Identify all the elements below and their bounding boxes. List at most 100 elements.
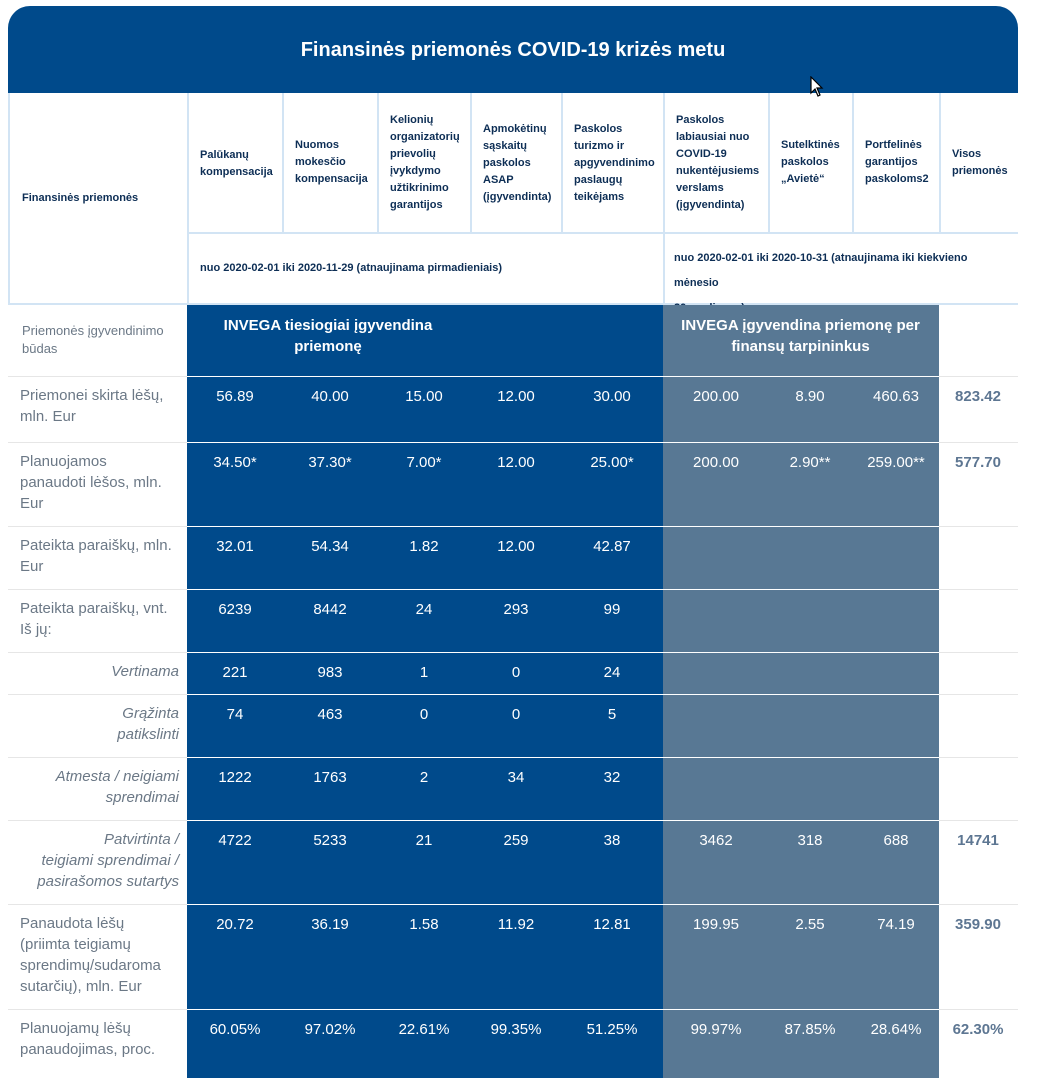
header-divider [939, 93, 941, 232]
row-label: Atmesta / neigiami sprendimai [55, 768, 179, 806]
table-cell: 200.00 [693, 388, 739, 405]
intermediaries-block-title: INVEGA įgyvendina priemonę per finansų ta… [681, 317, 920, 355]
header-divider [852, 93, 854, 232]
row-separator [187, 526, 939, 527]
header-col-6: Paskolos labiausiai nuo COVID-19 nukentėjus… [676, 114, 760, 211]
row-separator [187, 589, 939, 590]
total-cell: 823.42 [955, 388, 1001, 405]
total-cell: 14741 [957, 832, 999, 849]
table-cell: 318 [797, 832, 823, 849]
header-divider [663, 93, 665, 305]
table-cell: 34 [507, 769, 525, 786]
table-cell: 56.89 [216, 388, 254, 405]
table-cell: 1.82 [409, 538, 439, 555]
table-cell: 5 [607, 706, 617, 723]
table-cell: 37.30* [308, 454, 352, 471]
header-divider [187, 232, 1018, 234]
table-cell: 38 [603, 832, 621, 849]
table-cell: 12.00 [497, 388, 535, 405]
table-cell: 51.25% [586, 1021, 638, 1038]
table-cell: 1763 [313, 769, 347, 786]
total-cell: 62.30% [952, 1021, 1004, 1038]
title-bar [8, 6, 1018, 93]
table-cell: 11.92 [497, 916, 535, 933]
header-divider [768, 93, 770, 232]
header-divider [8, 303, 1018, 305]
row-label: Pateikta paraiškų, mln. Eur [20, 537, 172, 575]
table-cell: 97.02% [304, 1021, 356, 1038]
table-cell: 0 [511, 664, 521, 681]
table-cell: 30.00 [593, 388, 631, 405]
header-col-1: Palūkanų kompensacija [200, 149, 273, 178]
table-cell: 25.00* [590, 454, 634, 471]
row-label: Panaudota lėšų (priimta teigiamų sprendimų… [20, 915, 161, 995]
header-divider [282, 93, 284, 232]
header-col-4: Apmokėtinų sąskaitų paskolos ASAP (įgyvendin… [483, 123, 552, 203]
table-cell: 36.19 [311, 916, 349, 933]
table-cell: 221 [222, 664, 248, 681]
table-cell: 463 [317, 706, 343, 723]
table-cell: 24 [603, 664, 621, 681]
row-label: Vertinama [111, 663, 179, 680]
table-cell: 40.00 [311, 388, 349, 405]
row-separator [8, 820, 187, 821]
row-separator [939, 820, 1018, 821]
table-cell: 8442 [313, 601, 347, 618]
table-cell: 12.00 [497, 454, 535, 471]
table-cell: 2.90** [789, 454, 831, 471]
table-cell: 20.72 [216, 916, 254, 933]
row-separator [939, 442, 1018, 443]
table-cell: 1 [419, 664, 429, 681]
table-cell: 5233 [313, 832, 347, 849]
header-col-8: Portfelinės garantijos paskoloms2 [865, 139, 929, 185]
table-cell: 2 [419, 769, 429, 786]
table-cell: 1222 [218, 769, 252, 786]
table-cell: 32 [603, 769, 621, 786]
row-separator [8, 652, 187, 653]
row-separator [187, 376, 939, 377]
row-separator [939, 694, 1018, 695]
row-separator [8, 442, 187, 443]
table-cell: 21 [415, 832, 433, 849]
header-divider [470, 93, 472, 232]
table-cell: 259 [503, 832, 529, 849]
row-separator [187, 442, 939, 443]
table-cell: 6239 [218, 601, 252, 618]
row-separator [8, 526, 187, 527]
header-col-5: Paskolos turizmo ir apgyvendinimo paslaugų t… [574, 123, 655, 203]
header-divider [187, 93, 189, 305]
table-cell: 60.05% [209, 1021, 261, 1038]
row-separator [8, 1009, 187, 1010]
table-cell: 54.34 [311, 538, 349, 555]
row-separator [187, 652, 939, 653]
table-cell: 2.55 [795, 916, 825, 933]
intermediaries-block [663, 305, 939, 1078]
table-cell: 7.00* [406, 454, 442, 471]
period-left: nuo 2020-02-01 iki 2020-11-29 (atnaujina… [200, 262, 503, 274]
financial-instruments-table: Finansinės priemonės COVID-19 krizės met… [8, 6, 1018, 1078]
row-separator [939, 376, 1018, 377]
header-col-3: Kelionių organizatorių prievolių įvykdymo už… [390, 114, 460, 211]
table-cell: 688 [883, 832, 909, 849]
header-divider [8, 93, 10, 305]
table-cell: 259.00** [867, 454, 925, 471]
row-label: Patvirtinta / teigiami sprendimai / pasira… [37, 831, 179, 890]
row-separator [187, 1009, 939, 1010]
table-cell: 99 [603, 601, 621, 618]
table-cell: 87.85% [784, 1021, 836, 1038]
table-cell: 12.00 [497, 538, 535, 555]
row-label: Grąžinta patikslinti [117, 705, 179, 743]
table-cell: 34.50* [213, 454, 257, 471]
implementation-label: Priemonės įgyvendinimo būdas [22, 323, 164, 356]
table-cell: 460.63 [873, 388, 919, 405]
row-separator [187, 820, 939, 821]
table-cell: 983 [317, 664, 343, 681]
table-cell: 8.90 [795, 388, 825, 405]
header-col-7: Sutelktinės paskolos „Avietė“ [781, 139, 840, 185]
row-separator [939, 757, 1018, 758]
table-cell: 4722 [218, 832, 252, 849]
row-label: Priemonei skirta lėšų, mln. Eur [20, 387, 164, 425]
row-label: Planuojamos panaudoti lėšos, mln. Eur [20, 453, 162, 512]
header-divider [377, 93, 379, 232]
row-separator [939, 589, 1018, 590]
